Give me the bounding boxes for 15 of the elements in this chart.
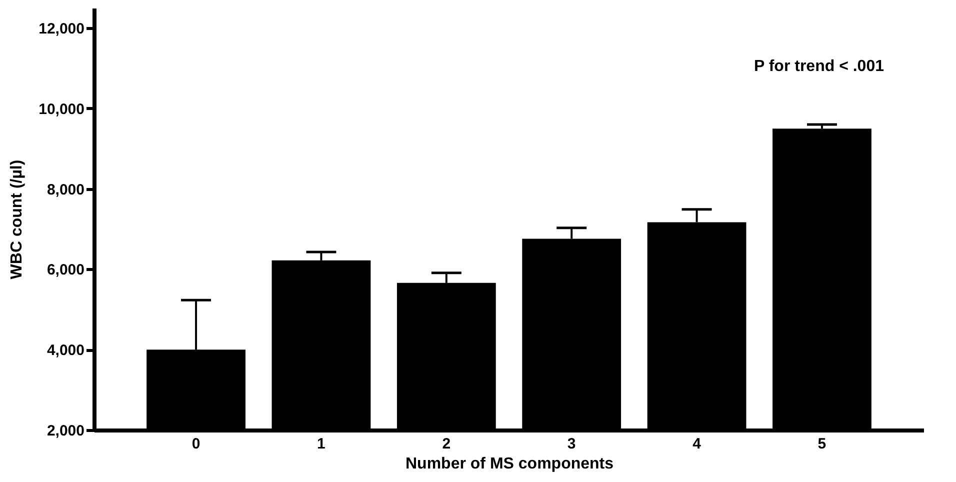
y-tick-label: 6,000 [46, 262, 84, 279]
x-tick-label: 2 [442, 436, 451, 452]
x-axis-title: Number of MS components [405, 456, 614, 472]
y-tick-label: 2,000 [46, 422, 84, 440]
y-tick-label: 10,000 [38, 100, 84, 118]
x-tick-label: 3 [567, 436, 576, 452]
y-tick-label: 4,000 [46, 342, 84, 360]
x-tick-label: 4 [692, 436, 702, 452]
x-tick-label: 0 [192, 436, 200, 452]
annotation: P for trend < .001 [754, 58, 884, 75]
y-tick-label: 12,000 [38, 20, 84, 38]
x-tick-label: 1 [317, 436, 326, 452]
y-axis-title: WBC count (/µl) [8, 160, 26, 280]
y-tick-label: 8,000 [46, 181, 84, 198]
x-tick-label: 5 [818, 436, 826, 452]
